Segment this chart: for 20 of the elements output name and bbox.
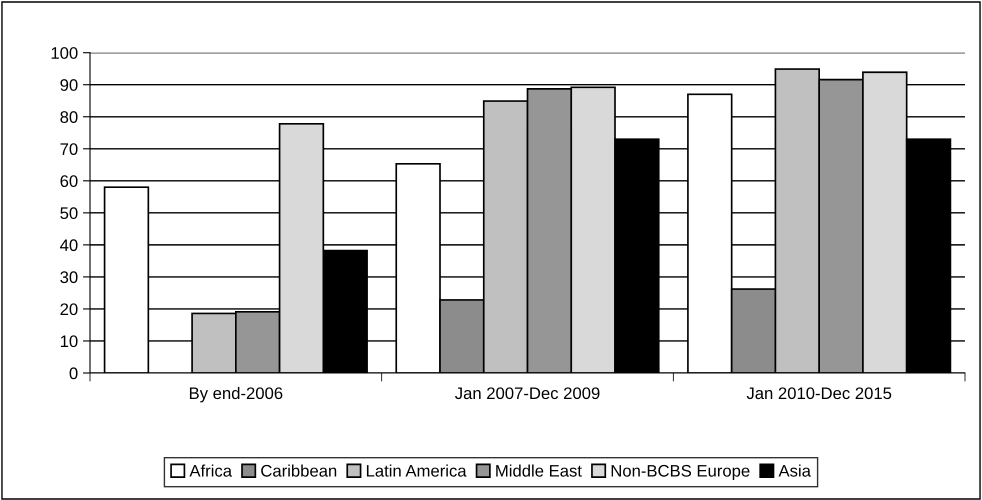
legend-label: Asia xyxy=(778,464,811,477)
y-tick-label: 90 xyxy=(60,79,78,91)
x-tick-label: By end-2006 xyxy=(190,386,282,402)
legend-label: Caribbean xyxy=(261,464,336,477)
y-tick-label: 40 xyxy=(60,239,78,252)
y-tick-label: 80 xyxy=(60,111,78,123)
y-tick-label: 20 xyxy=(60,303,78,316)
legend-label: Latin America xyxy=(366,464,467,477)
legend-label: Non-BCBS Europe xyxy=(612,464,750,480)
legend-label: Africa xyxy=(189,464,232,477)
legend-label: Middle East xyxy=(496,464,582,477)
y-tick-label: 0 xyxy=(70,367,78,380)
y-tick-label: 60 xyxy=(60,175,78,188)
y-tick-label: 70 xyxy=(60,143,78,155)
y-tick-label: 50 xyxy=(60,207,78,220)
y-tick-label: 10 xyxy=(60,335,78,348)
y-tick-label: 30 xyxy=(60,271,78,284)
x-tick-label: Jan 2010-Dec 2015 xyxy=(746,387,892,400)
x-tick-label: Jan 2007-Dec 2009 xyxy=(455,387,600,400)
y-tick-label: 100 xyxy=(52,47,78,59)
